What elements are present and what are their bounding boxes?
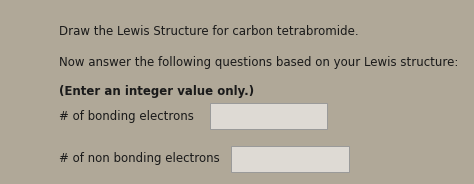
FancyBboxPatch shape — [210, 103, 328, 129]
Text: # of bonding electrons: # of bonding electrons — [59, 110, 194, 123]
FancyBboxPatch shape — [231, 146, 349, 172]
Text: Now answer the following questions based on your Lewis structure:: Now answer the following questions based… — [59, 56, 459, 69]
Text: (Enter an integer value only.): (Enter an integer value only.) — [59, 85, 255, 98]
Text: Draw the Lewis Structure for carbon tetrabromide.: Draw the Lewis Structure for carbon tetr… — [59, 25, 359, 38]
Text: # of non bonding electrons: # of non bonding electrons — [59, 152, 220, 165]
